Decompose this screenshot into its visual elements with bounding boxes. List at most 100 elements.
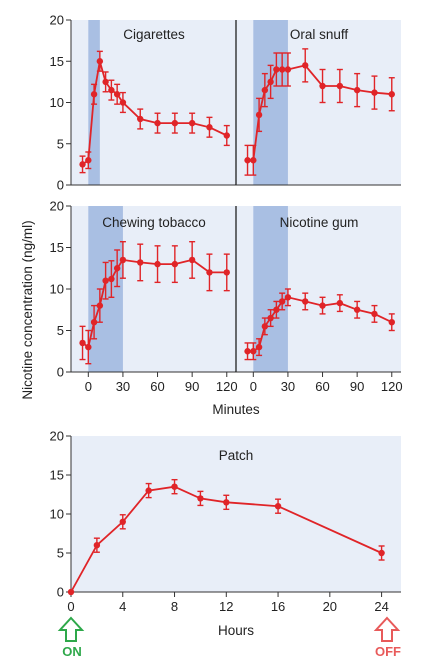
x-tick-label: 60: [150, 379, 164, 394]
x-axis-label-minutes: Minutes: [212, 402, 260, 417]
data-point: [378, 549, 385, 557]
data-point: [371, 89, 378, 96]
panel-3: 0 30 60 90 120 Nicotine gum: [235, 206, 403, 394]
data-point: [353, 306, 361, 313]
panel-title: Chewing tobacco: [102, 215, 206, 230]
y-tick-label: 5: [57, 136, 64, 151]
y-tick-label: 20: [50, 199, 64, 214]
x-tick-label: 0: [250, 379, 257, 394]
x-tick-label: 30: [116, 379, 130, 394]
data-point: [137, 115, 144, 123]
off-marker: OFF: [373, 616, 401, 659]
data-point: [85, 157, 92, 164]
data-point: [119, 99, 127, 106]
x-tick-label: 0: [67, 599, 74, 614]
data-point: [119, 518, 126, 525]
panel-title: Nicotine gum: [280, 215, 359, 230]
data-point: [336, 82, 344, 90]
panel-background: [71, 436, 401, 592]
x-tick-label: 90: [185, 379, 199, 394]
data-point: [119, 256, 127, 264]
data-point: [108, 275, 115, 283]
data-point: [171, 483, 178, 490]
data-point: [113, 265, 121, 272]
data-point: [273, 306, 280, 313]
data-point: [67, 588, 75, 596]
x-tick-label: 16: [271, 599, 285, 614]
data-point: [171, 260, 179, 268]
data-point: [223, 269, 230, 276]
data-point: [171, 119, 179, 127]
x-tick-label: 0: [85, 379, 92, 394]
x-tick-label: 60: [315, 379, 329, 394]
data-point: [302, 62, 309, 69]
data-point: [250, 348, 257, 355]
x-tick-label: 20: [323, 599, 337, 614]
data-point: [188, 119, 196, 127]
data-point: [244, 157, 251, 164]
data-point: [353, 86, 361, 94]
on-label: ON: [62, 644, 82, 659]
y-tick-label: 5: [57, 546, 64, 561]
data-point: [197, 495, 204, 502]
data-point: [250, 157, 257, 164]
data-point: [267, 78, 274, 86]
data-point: [188, 256, 196, 264]
data-point: [336, 299, 344, 307]
y-tick-label: 15: [50, 468, 64, 483]
on-marker: ON: [57, 616, 85, 659]
x-tick-label: 8: [171, 599, 178, 614]
panel-title: Oral snuff: [290, 27, 349, 42]
data-point: [113, 91, 121, 98]
data-point: [255, 111, 263, 119]
data-point: [284, 66, 292, 73]
data-point: [145, 487, 152, 494]
panel-2: 0 5 10 15 20 0 30 60 90 120 Chewing tobacco: [50, 199, 238, 395]
panel-4: 0 5 10 15 20 0 4 8 12 16 20 24 Patch: [50, 429, 401, 614]
data-point: [90, 319, 98, 326]
data-point: [96, 302, 104, 309]
data-point: [206, 269, 213, 276]
data-point: [261, 86, 269, 94]
data-point: [223, 132, 230, 139]
data-point: [388, 319, 395, 326]
data-point: [388, 91, 395, 98]
y-tick-label: 15: [50, 54, 64, 69]
x-tick-label: 120: [381, 379, 403, 394]
data-point: [371, 310, 378, 318]
x-axis-label-hours: Hours: [218, 623, 254, 638]
data-point: [137, 259, 144, 266]
y-tick-label: 10: [50, 95, 64, 110]
data-point: [154, 119, 161, 127]
data-point: [206, 124, 213, 131]
y-tick-label: 5: [57, 323, 64, 338]
data-point: [261, 323, 269, 330]
x-tick-label: 24: [374, 599, 388, 614]
y-axis-label: Nicotine concentration (ng/ml): [20, 220, 35, 399]
panel-title: Patch: [219, 448, 254, 463]
y-tick-label: 20: [50, 429, 64, 444]
x-tick-label: 120: [216, 379, 238, 394]
y-tick-label: 15: [50, 240, 64, 255]
x-tick-label: 30: [281, 379, 295, 394]
data-point: [302, 298, 309, 305]
data-point: [319, 82, 326, 90]
data-point: [319, 302, 326, 309]
y-tick-label: 10: [50, 282, 64, 297]
data-point: [90, 91, 98, 98]
data-point: [244, 348, 251, 355]
off-label: OFF: [375, 644, 401, 659]
off-arrow-icon: [373, 616, 401, 642]
data-point: [79, 161, 86, 168]
data-point: [278, 298, 286, 305]
data-point: [79, 339, 86, 347]
data-point: [267, 314, 274, 322]
data-point: [154, 260, 161, 268]
y-tick-label: 0: [57, 178, 64, 193]
data-point: [85, 343, 92, 351]
data-point: [108, 86, 115, 94]
data-point: [273, 66, 280, 73]
x-tick-label: 4: [119, 599, 126, 614]
data-point: [102, 277, 109, 284]
